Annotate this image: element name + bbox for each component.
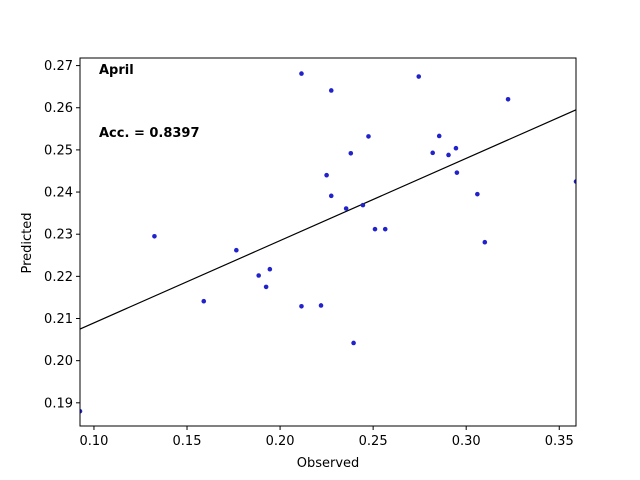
data-point [299, 71, 304, 76]
data-point [234, 247, 239, 253]
x-axis-label: Observed [297, 456, 360, 471]
data-point [505, 97, 511, 102]
data-point [299, 303, 304, 309]
y-tick-label: 0.22 [44, 270, 73, 285]
data-point [436, 133, 442, 139]
data-point [351, 340, 356, 346]
data-point [328, 193, 334, 199]
y-axis: 0.19 0.20 0.21 0.22 0.23 0.24 0.25 0.26 0.27 [44, 59, 80, 411]
data-point [324, 172, 329, 178]
plot-area [80, 71, 576, 414]
y-tick-label: 0.19 [44, 396, 73, 411]
data-point [382, 226, 388, 232]
x-tick-label: 0.15 [173, 434, 202, 449]
data-point [152, 234, 157, 239]
y-tick-label: 0.21 [44, 312, 73, 327]
data-point [80, 408, 83, 414]
accuracy-annotation: Acc. = 0.8397 [99, 126, 200, 141]
x-tick-label: 0.30 [452, 434, 481, 449]
data-point [318, 303, 324, 308]
data-point [201, 298, 207, 304]
x-tick-label: 0.10 [79, 434, 108, 449]
data-point [256, 273, 261, 278]
x-axis: 0.10 0.15 0.20 0.25 0.30 0.35 [79, 426, 574, 449]
y-tick-label: 0.25 [44, 143, 73, 158]
data-point [453, 145, 459, 151]
y-tick-label: 0.27 [44, 59, 73, 74]
data-point [416, 74, 422, 79]
data-point [573, 179, 576, 184]
data-point [360, 202, 366, 208]
y-tick-label: 0.23 [44, 228, 73, 243]
data-point [454, 170, 460, 175]
data-point [348, 150, 354, 156]
data-point [475, 191, 480, 197]
data-point [430, 150, 435, 156]
x-tick-label: 0.35 [545, 434, 574, 449]
y-tick-label: 0.26 [44, 101, 73, 116]
y-tick-label: 0.24 [44, 186, 73, 201]
x-tick-label: 0.25 [359, 434, 388, 449]
data-point [372, 226, 378, 232]
plot-frame [79, 57, 577, 427]
data-point [482, 239, 488, 245]
data-point [343, 206, 349, 211]
data-point [328, 88, 334, 93]
month-annotation: April [99, 63, 134, 78]
data-point [446, 152, 451, 158]
regression-line [80, 109, 576, 330]
data-point [263, 284, 269, 290]
data-point [267, 266, 273, 272]
data-point [366, 134, 371, 139]
x-tick-label: 0.20 [266, 434, 295, 449]
y-tick-label: 0.20 [44, 354, 73, 369]
y-axis-label: Predicted [20, 212, 35, 273]
